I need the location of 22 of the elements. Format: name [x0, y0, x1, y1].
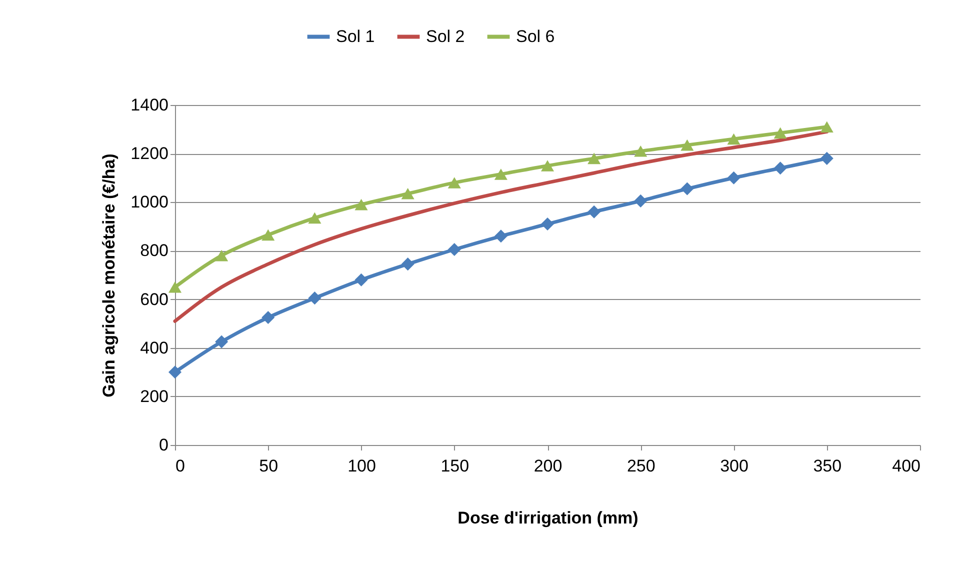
y-tick-label: 800	[140, 241, 168, 260]
y-tick-label: 0	[159, 436, 168, 454]
x-tick-label: 100	[348, 456, 376, 476]
y-tick-label: 1200	[130, 144, 168, 164]
y-tick-label: 1400	[130, 96, 168, 114]
x-tick-label: 200	[534, 456, 562, 476]
y-tick-label: 400	[140, 338, 168, 358]
y-tick-label: 200	[140, 386, 168, 406]
y-tick-label: 600	[140, 290, 168, 309]
x-tick-label: 350	[813, 456, 842, 476]
x-tick-label: 300	[720, 456, 748, 476]
x-tick-label: 0	[176, 456, 185, 476]
y-tick-label: 1000	[130, 192, 168, 212]
legend-label: Sol 2	[426, 26, 465, 46]
y-axis-title: Gain agricole monétaire (€/ha)	[100, 154, 119, 398]
legend-label: Sol 6	[516, 26, 555, 46]
legend-label: Sol 1	[336, 26, 375, 46]
x-tick-label: 400	[892, 456, 920, 476]
x-tick-label: 50	[259, 456, 278, 476]
x-tick-label: 250	[626, 456, 656, 476]
x-axis-title: Dose d'irrigation (mm)	[458, 508, 638, 528]
x-tick-label: 150	[440, 456, 470, 476]
